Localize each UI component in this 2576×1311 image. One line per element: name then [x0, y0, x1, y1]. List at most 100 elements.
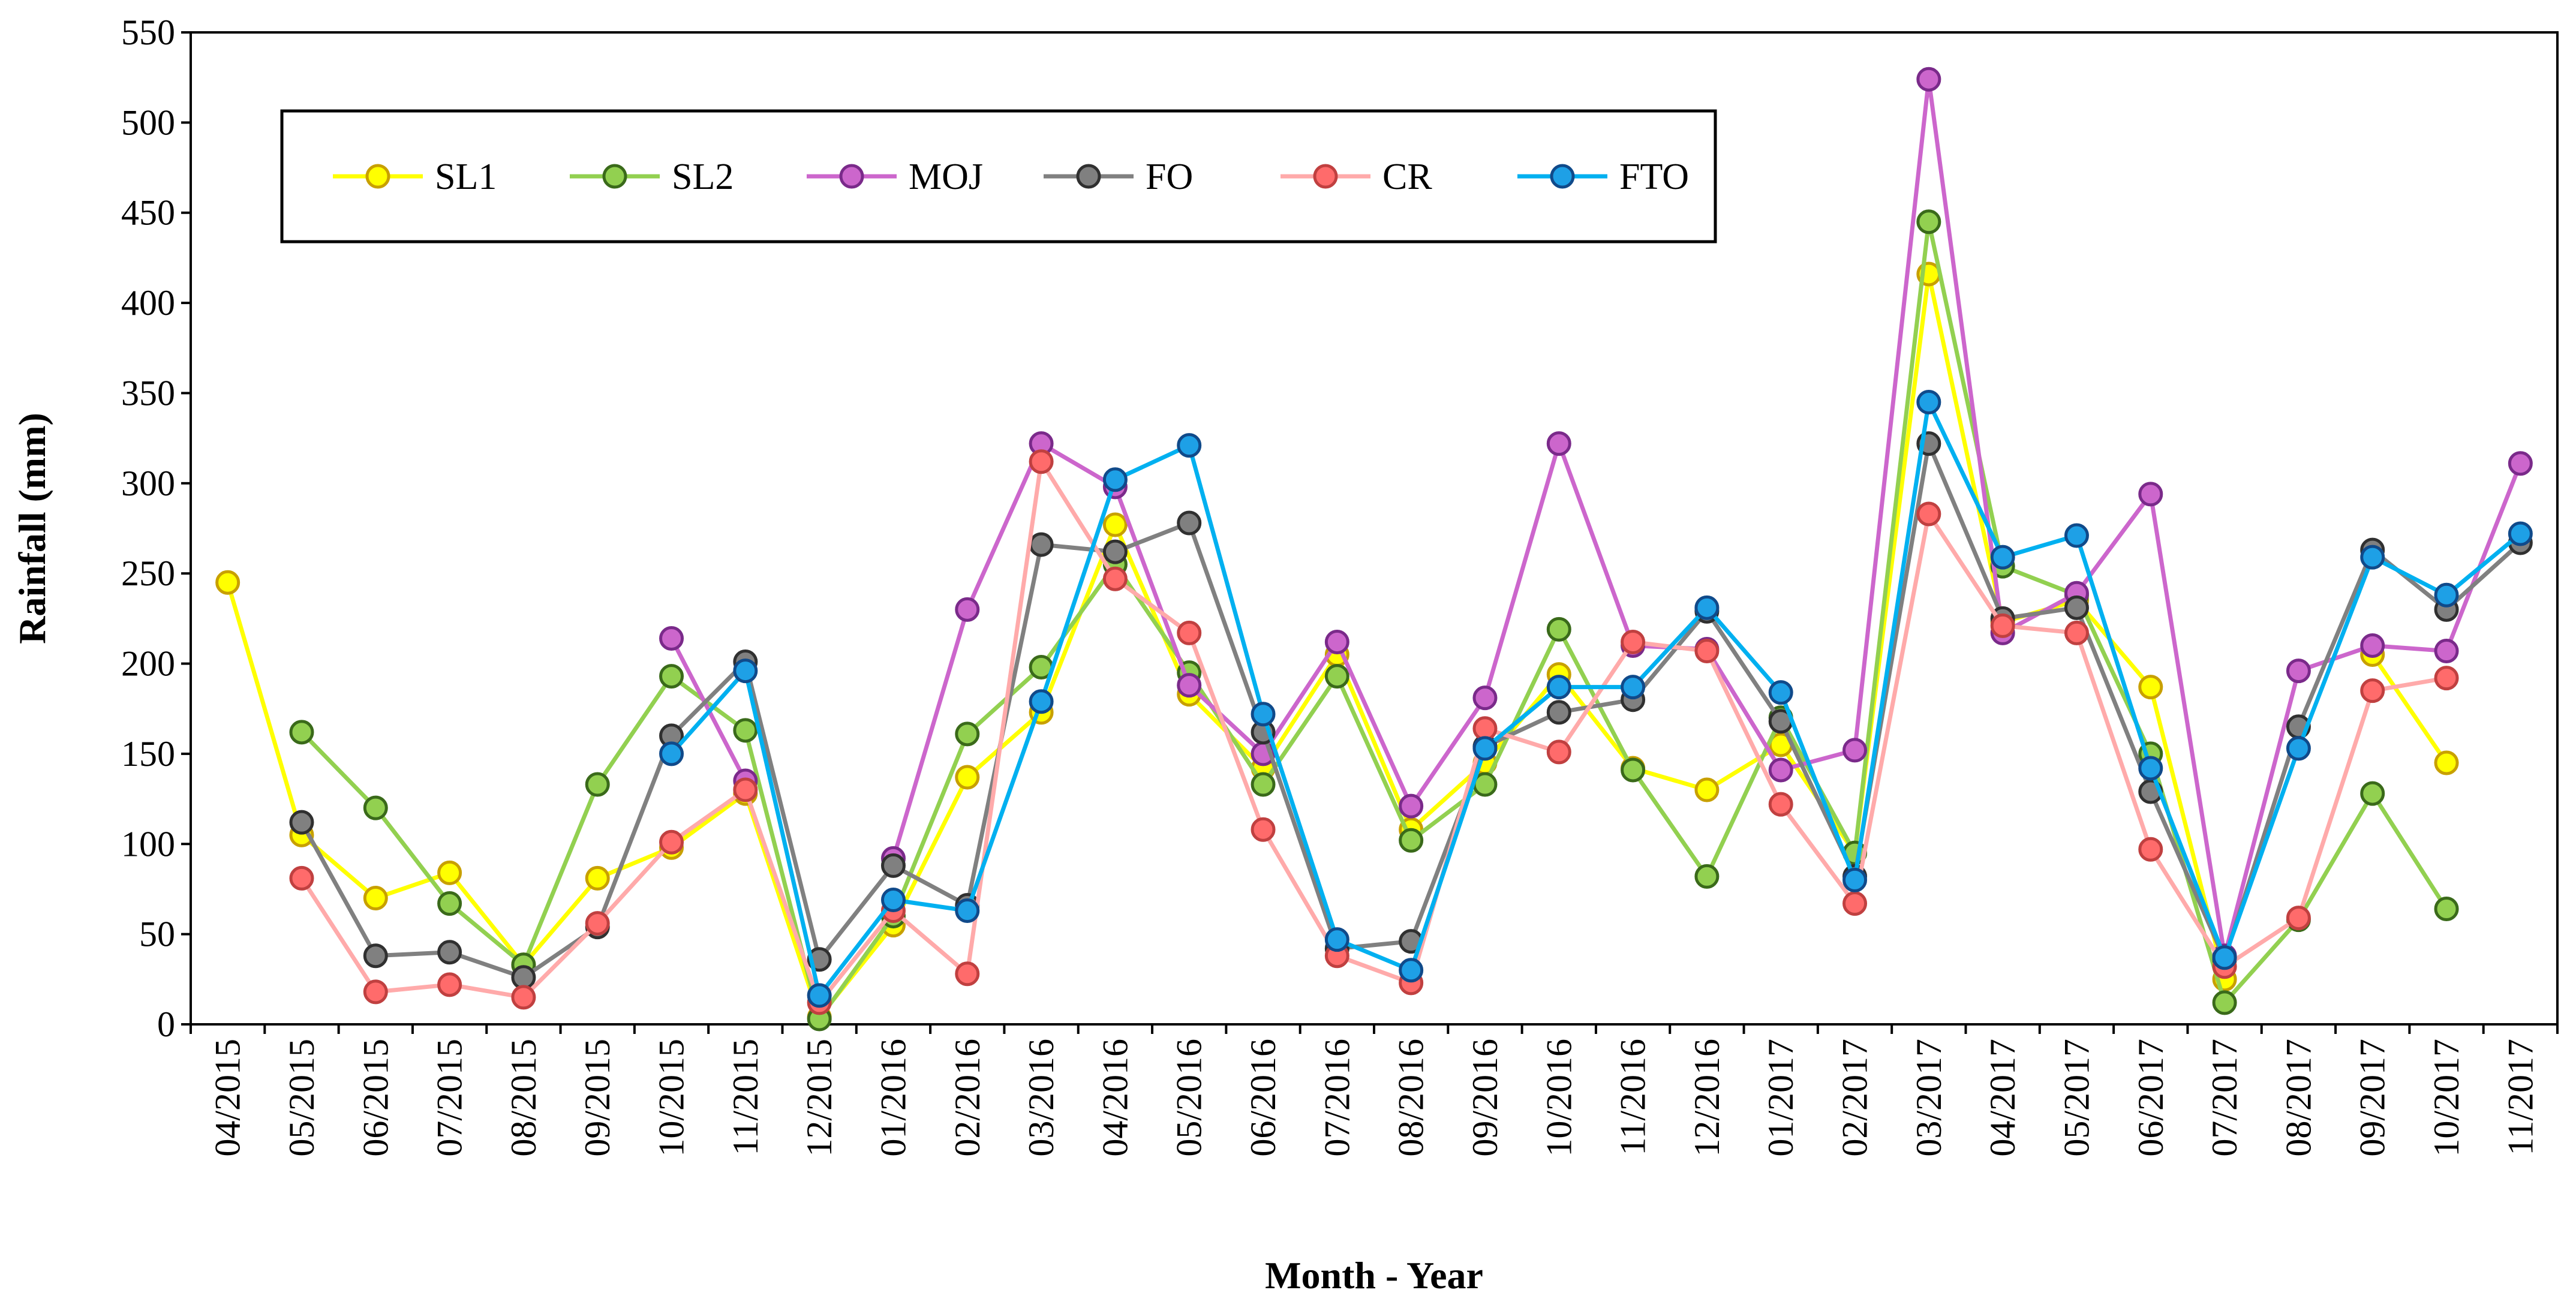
y-tick-label: 350 — [121, 373, 175, 413]
legend-marker — [1550, 164, 1575, 189]
series-line-fto — [669, 400, 2523, 998]
data-point-cr — [733, 777, 758, 802]
legend-label: SL1 — [435, 157, 497, 197]
y-tick-label: 150 — [121, 734, 175, 774]
x-tick-label: 08/2017 — [2279, 1039, 2318, 1157]
data-point-fo — [289, 810, 314, 835]
data-point-sl2 — [1546, 617, 1571, 642]
data-point-moj — [1472, 685, 1498, 711]
data-point-moj — [1177, 673, 1202, 698]
x-tick-label: 03/2017 — [1909, 1039, 1949, 1157]
x-tick-label: 09/2015 — [578, 1039, 617, 1157]
data-point-sl1 — [2138, 675, 2163, 700]
data-point-fto — [880, 887, 906, 912]
data-point-moj — [2434, 638, 2459, 663]
x-tick-label: 02/2016 — [948, 1039, 987, 1157]
data-point-fto — [2286, 736, 2311, 761]
data-point-fto — [1621, 675, 1646, 700]
x-tick-label: 04/2015 — [208, 1039, 248, 1157]
data-point-sl2 — [2212, 990, 2237, 1015]
data-point-cr — [2138, 837, 2163, 862]
data-point-fto — [1990, 545, 2015, 570]
data-point-cr — [1029, 449, 1054, 474]
x-tick-label: 01/2017 — [1761, 1039, 1801, 1157]
data-point-cr — [2434, 666, 2459, 691]
legend-label: FTO — [1619, 157, 1689, 197]
y-tick-label: 250 — [121, 554, 175, 593]
data-point-fto — [1177, 433, 1202, 458]
y-tick-label: 200 — [121, 644, 175, 684]
data-point-cr — [2360, 678, 2385, 703]
y-tick-label: 50 — [139, 915, 175, 954]
data-point-sl2 — [2434, 897, 2459, 922]
data-point-cr — [2064, 620, 2089, 645]
data-point-cr — [289, 865, 314, 891]
y-tick-label: 500 — [121, 103, 175, 142]
x-tick-label: 03/2016 — [1021, 1039, 1061, 1157]
data-point-moj — [2360, 633, 2385, 658]
data-point-moj — [955, 597, 980, 622]
data-point-fto — [733, 658, 758, 684]
data-point-fto — [1251, 702, 1276, 727]
x-tick-label: 01/2016 — [873, 1039, 913, 1157]
x-tick-label: 11/2016 — [1613, 1039, 1653, 1155]
data-point-sl2 — [1916, 209, 1941, 234]
data-point-cr — [1694, 638, 1720, 663]
x-tick-label: 06/2015 — [356, 1039, 395, 1157]
legend-label: FO — [1146, 157, 1193, 197]
data-point-fto — [1399, 958, 1424, 983]
data-point-moj — [1399, 793, 1424, 819]
data-point-moj — [1324, 629, 1349, 654]
data-point-fo — [1546, 700, 1571, 725]
x-tick-label: 02/2017 — [1835, 1039, 1875, 1157]
series-fto — [659, 389, 2533, 1008]
data-point-fto — [1694, 595, 1720, 620]
data-point-fto — [1768, 680, 1793, 705]
data-point-cr — [2286, 906, 2311, 931]
x-tick-label: 06/2016 — [1243, 1039, 1283, 1157]
data-point-fto — [1546, 675, 1571, 700]
data-point-cr — [955, 961, 980, 987]
data-point-sl2 — [437, 891, 462, 916]
data-point-fto — [2138, 756, 2163, 781]
legend-marker — [839, 164, 864, 189]
legend: SL1 SL2 MOJ FO CR FTO — [280, 109, 1717, 243]
legend-label: MOJ — [909, 157, 983, 197]
legend-item-fo: FO — [1044, 157, 1193, 197]
data-point-fto — [659, 741, 684, 766]
legend-label: SL2 — [672, 157, 734, 197]
data-point-cr — [437, 972, 462, 997]
data-point-sl2 — [955, 721, 980, 747]
data-point-fo — [1177, 510, 1202, 536]
data-point-sl2 — [659, 664, 684, 689]
legend-marker — [602, 164, 627, 189]
x-tick-label: 11/2015 — [726, 1039, 765, 1155]
y-tick-label: 400 — [121, 283, 175, 323]
x-axis-title: Month - Year — [1265, 1254, 1483, 1297]
data-point-sl1 — [1694, 777, 1720, 802]
data-point-sl2 — [2360, 781, 2385, 806]
data-point-cr — [1990, 613, 2015, 638]
data-point-cr — [1102, 566, 1128, 591]
data-point-sl2 — [1399, 828, 1424, 853]
data-point-moj — [1546, 431, 1571, 456]
data-point-fto — [1472, 736, 1498, 761]
x-tick-label: 10/2015 — [652, 1039, 692, 1157]
x-tick-label: 11/2017 — [2500, 1039, 2540, 1155]
data-point-fto — [1842, 867, 1868, 892]
series-moj — [659, 67, 2533, 969]
data-point-fto — [2508, 521, 2533, 546]
data-point-moj — [2138, 482, 2163, 507]
data-point-fto — [2064, 523, 2089, 548]
data-point-sl1 — [955, 765, 980, 790]
data-point-fto — [2434, 582, 2459, 608]
data-point-sl2 — [1251, 772, 1276, 797]
x-tick-label: 09/2017 — [2353, 1039, 2392, 1157]
data-point-sl2 — [585, 772, 610, 797]
data-point-moj — [1768, 757, 1793, 783]
x-tick-label: 07/2017 — [2205, 1039, 2244, 1157]
data-point-sl1 — [585, 865, 610, 891]
data-point-cr — [1916, 501, 1941, 527]
y-tick-label: 550 — [121, 13, 175, 52]
data-point-fto — [955, 898, 980, 924]
